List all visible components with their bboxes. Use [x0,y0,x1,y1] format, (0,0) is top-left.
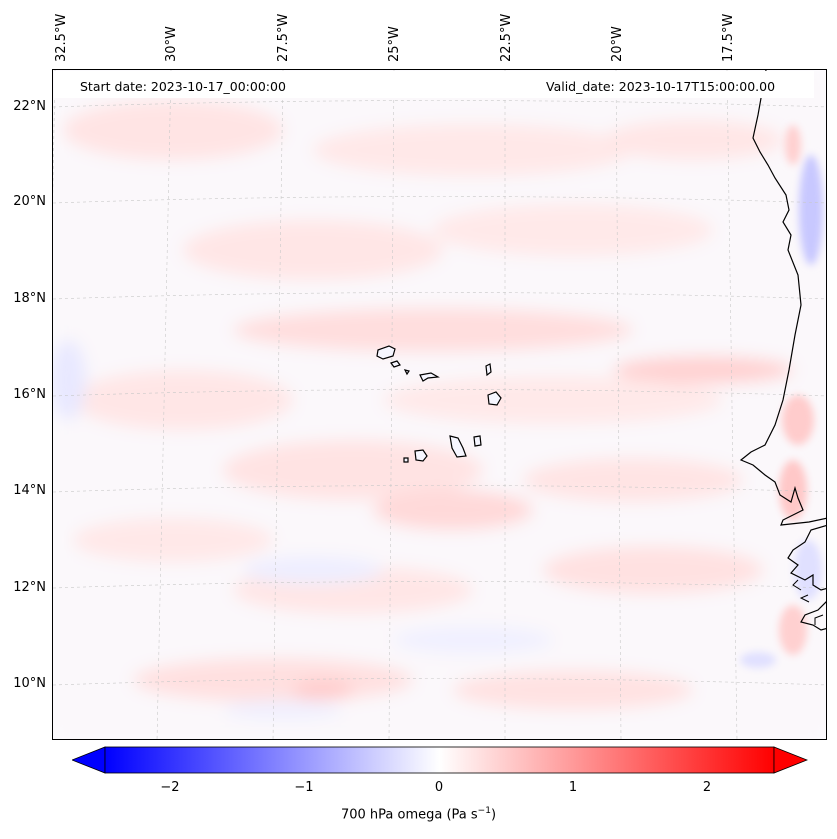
lon-label-20w: 20°W [610,26,625,62]
africa-coastline [739,70,826,631]
lat-label-12n: 12°N [13,580,46,595]
lat-label-16n: 16°N [13,387,46,402]
colorbar-extend-max [773,746,808,774]
valid-date: Valid_date: 2023-10-17T15:00:00.00 [546,79,776,94]
colorbar-tick-m1: −1 [294,780,314,795]
colorbar-label-text: 700 hPa omega (Pa s [340,807,478,823]
coastal-strong-signal [740,125,823,668]
island-sal [485,363,492,377]
colorbar-tick-0: 0 [434,780,444,795]
colorbar [72,746,808,774]
island-sao-vicente [390,360,401,368]
island-brava [403,457,409,463]
map-frame[interactable]: Start date: 2023-10-17_00:00:00 Valid_da… [52,69,827,740]
island-boa-vista [487,391,502,406]
lat-label-22n: 22°N [13,99,46,114]
lon-label-22.5w: 22.5°W [499,13,514,62]
island-maio [473,435,482,447]
colorbar-label: 700 hPa omega (Pa s−1) [0,806,837,822]
island-santa-luzia [403,369,410,376]
colorbar-label-exponent: −1 [477,806,491,816]
map-canvas [53,70,826,739]
lat-label-18n: 18°N [13,291,46,306]
omega-field [53,70,826,739]
info-bar: Start date: 2023-10-17_00:00:00 Valid_da… [54,71,814,98]
colorbar-tick-2: 2 [702,780,712,795]
island-santo-antao [376,345,396,360]
island-sao-nicolau [419,372,440,382]
lon-label-17.5w: 17.5°W [721,13,736,62]
africa-coast-bits [792,579,824,625]
colorbar-label-close: ) [490,807,497,823]
island-santiago [449,435,467,458]
colorbar-gradient [104,746,775,774]
lat-label-10n: 10°N [13,676,46,691]
island-fogo [414,449,428,462]
lon-label-32.5w: 32.5°W [54,13,69,62]
lat-label-14n: 14°N [13,483,46,498]
colorbar-extend-min [72,746,106,774]
lon-label-27.5w: 27.5°W [276,13,291,62]
lon-label-30w: 30°W [164,26,179,62]
start-date: Start date: 2023-10-17_00:00:00 [80,79,286,94]
lat-label-20n: 20°N [13,194,46,209]
colorbar-tick-1: 1 [568,780,578,795]
cape-verde-islands [376,345,502,463]
lon-label-25w: 25°W [387,26,402,62]
graticule [53,70,826,739]
colorbar-tick-m2: −2 [160,780,180,795]
